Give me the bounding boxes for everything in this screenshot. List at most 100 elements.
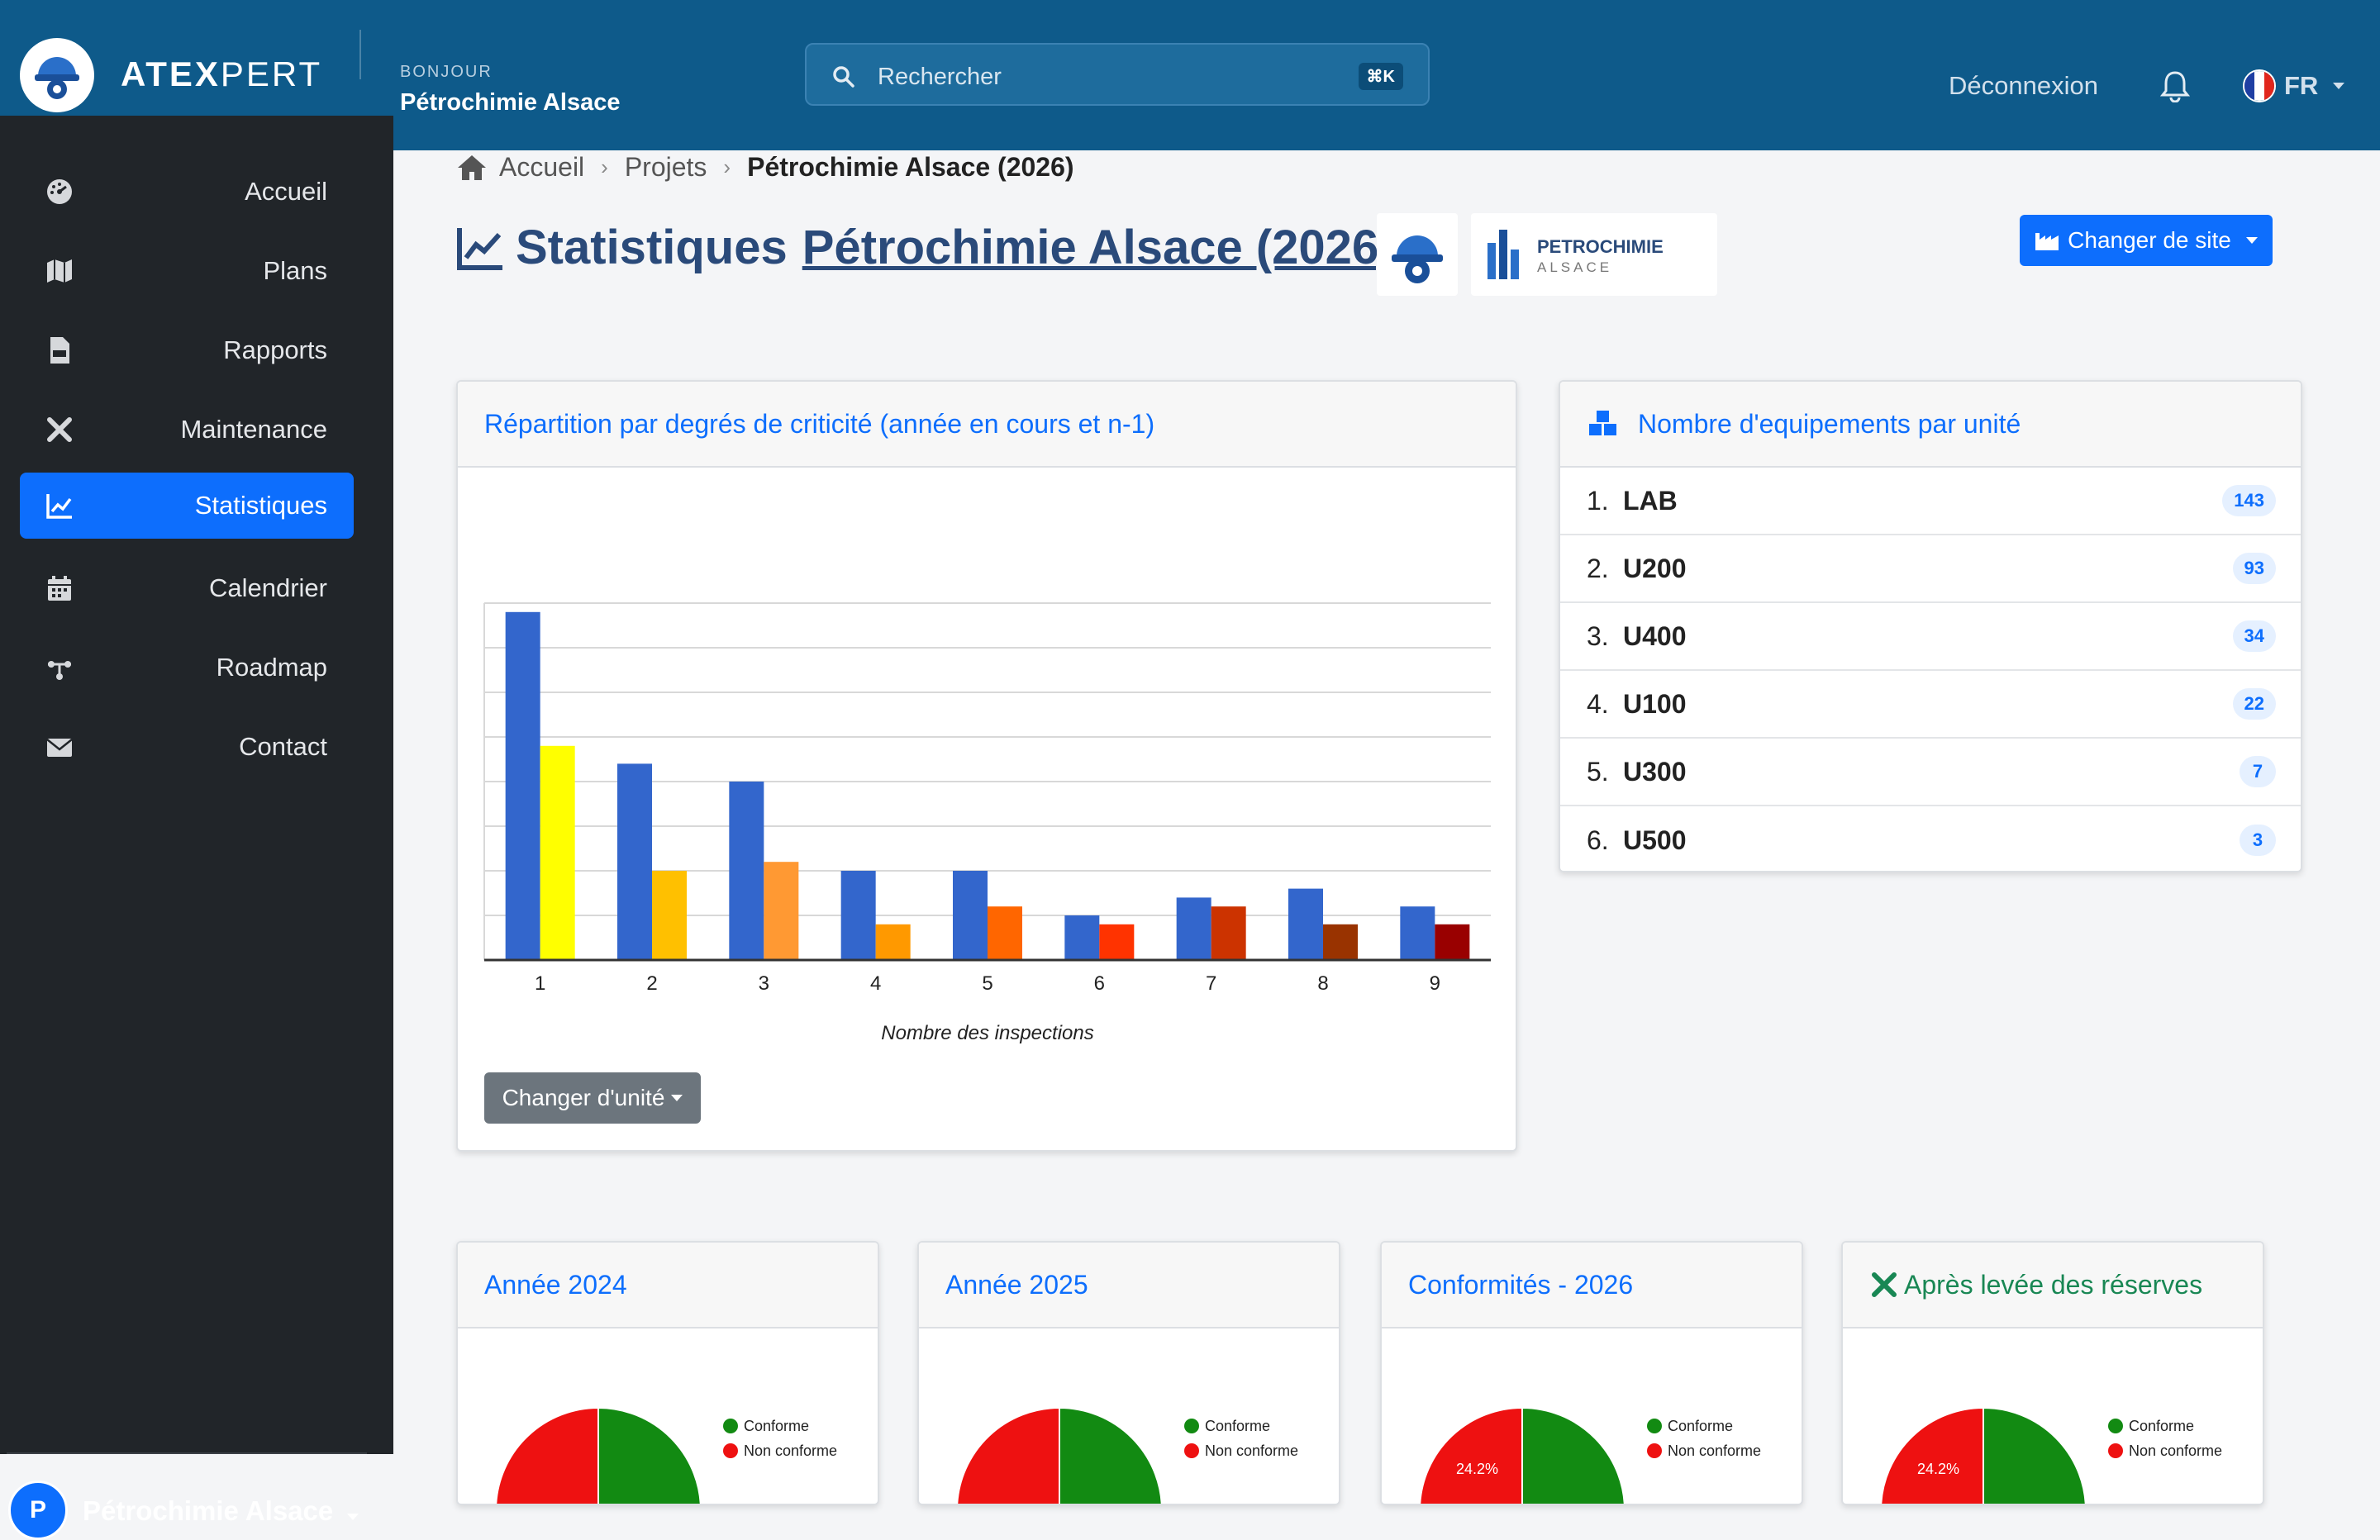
language-selector[interactable]: FR [2243, 69, 2345, 102]
conformity-pie-chart: 24.2% Conforme Non conforme [1419, 1406, 1761, 1504]
user-name: Pétrochimie Alsace [83, 1495, 334, 1526]
bar [1099, 924, 1135, 960]
change-site-button[interactable]: Changer de site [2020, 215, 2273, 266]
list-item[interactable]: 5. U300 7 [1560, 739, 2301, 806]
list-item-unit: U100 [1623, 688, 1687, 719]
helmet-logo-icon [1392, 235, 1443, 283]
pie-slice [1059, 1406, 1163, 1504]
pie-card-title: Conformités - 2026 [1382, 1243, 1802, 1328]
list-item-unit: U400 [1623, 620, 1687, 651]
sidebar-item-rapports[interactable]: Rapports [20, 317, 354, 383]
list-item-unit: U500 [1623, 825, 1687, 855]
list-item[interactable]: 3. U400 34 [1560, 603, 2301, 671]
partner-logo: PETROCHIMIE ALSACE [1471, 213, 1717, 296]
pie-card-title: Année 2024 [458, 1243, 878, 1328]
legend-marker [2108, 1419, 2123, 1433]
bar [505, 611, 540, 960]
list-item-number: 1. [1587, 485, 1609, 516]
home-icon[interactable] [456, 154, 488, 182]
user-menu[interactable]: Pétrochimie Alsace [83, 1495, 359, 1527]
change-unit-button[interactable]: Changer d'unité [484, 1072, 701, 1124]
sidebar-item-contact[interactable]: Contact [20, 714, 354, 780]
search-icon [833, 66, 854, 88]
sidebar-item-label: Maintenance [180, 415, 327, 444]
page-title-text: Statistiques [516, 221, 788, 274]
pie-slice [495, 1406, 599, 1504]
search-input[interactable] [876, 59, 1309, 94]
bar [540, 745, 575, 960]
search-box[interactable]: ⌘K [805, 43, 1430, 106]
slice-label: 24.2% [1917, 1461, 1959, 1477]
x-tick-label: 3 [759, 972, 769, 995]
list-item-number: 5. [1587, 756, 1609, 787]
bar [764, 862, 799, 960]
legend-label: Conforme [2129, 1418, 2194, 1434]
sidebar-item-statistiques[interactable]: Statistiques [20, 473, 354, 539]
count-badge: 7 [2240, 756, 2276, 787]
greeting-label: BONJOUR [400, 63, 493, 81]
sidebar-item-label: Calendrier [208, 573, 327, 602]
count-badge: 143 [2222, 485, 2276, 516]
equipment-list: 1. LAB 143 2. U200 93 3. U400 34 4. U100… [1560, 468, 2301, 871]
sidebar-item-label: Statistiques [194, 491, 327, 520]
bar [729, 782, 764, 960]
logout-link[interactable]: Déconnexion [1949, 71, 2098, 100]
sidebar-item-plans[interactable]: Plans [20, 238, 354, 304]
breadcrumb: Accueil › Projets › Pétrochimie Alsace (… [456, 152, 1074, 183]
envelope-icon [46, 739, 73, 757]
notification-bell-icon[interactable] [2159, 69, 2192, 102]
list-item-unit: U200 [1623, 553, 1687, 583]
user-avatar[interactable]: P [8, 1481, 68, 1540]
sidebar-item-maintenance[interactable]: Maintenance [20, 397, 354, 463]
language-code: FR [2284, 71, 2319, 100]
project-title-link[interactable]: Pétrochimie Alsace (2026) [802, 221, 1395, 274]
bar [652, 871, 687, 960]
pie-slice [597, 1406, 702, 1504]
equipment-card: Nombre d'equipements par unité 1. LAB 14… [1559, 380, 2302, 872]
client-logo [1377, 213, 1458, 296]
legend-label: Non conforme [2129, 1443, 2222, 1459]
list-item[interactable]: 4. U100 22 [1560, 671, 2301, 739]
calendar-icon [48, 576, 71, 601]
breadcrumb-projects[interactable]: Projets [624, 152, 707, 182]
header-divider [359, 30, 361, 79]
map-icon [47, 259, 72, 283]
criticality-bar-chart: 1 2 3 4 5 6 7 8 9 Nombre des inspections [483, 602, 1491, 1044]
atexpert-logo[interactable] [20, 38, 94, 112]
legend-label: Non conforme [1668, 1443, 1761, 1459]
legend-label: Non conforme [744, 1443, 837, 1459]
list-item[interactable]: 6. U500 3 [1560, 806, 2301, 871]
sidebar-item-roadmap[interactable]: Roadmap [20, 635, 354, 701]
pie-card-title: Après levée des réserves [1904, 1269, 2203, 1300]
conformity-pie-chart: Conforme Non conforme [956, 1406, 1298, 1504]
pie-card-2025: Année 2025 Conforme Non conforme [917, 1241, 1340, 1505]
legend-marker [1647, 1443, 1662, 1458]
factory-bars-icon [1488, 230, 1519, 279]
sidebar-divider [7, 1452, 367, 1454]
partner-name: PETROCHIMIE [1537, 236, 1664, 257]
x-tick-label: 9 [1430, 972, 1440, 995]
x-tick-label: 6 [1094, 972, 1105, 995]
list-item[interactable]: 1. LAB 143 [1560, 468, 2301, 535]
sidebar-item-label: Rapports [223, 335, 327, 364]
bar [1176, 897, 1211, 960]
breadcrumb-home[interactable]: Accueil [499, 152, 585, 182]
legend-label: Conforme [1668, 1418, 1733, 1434]
criticality-card-title: Répartition par degrés de criticité (ann… [458, 382, 1516, 468]
pie-card-2024: Année 2024 Conforme Non conforme [456, 1241, 879, 1505]
tools-icon [47, 417, 72, 442]
chevron-down-icon [671, 1095, 683, 1101]
sidebar: Accueil Plans Rapports Maintenance Stati… [0, 116, 393, 1540]
partner-subtitle: ALSACE [1537, 259, 1613, 275]
list-item[interactable]: 2. U200 93 [1560, 535, 2301, 603]
x-tick-label: 1 [535, 972, 545, 995]
count-badge: 22 [2232, 688, 2276, 720]
pie-slice [1419, 1406, 1523, 1504]
pie-slice [956, 1406, 1060, 1504]
sidebar-item-accueil[interactable]: Accueil [20, 159, 354, 225]
sidebar-item-calendrier[interactable]: Calendrier [20, 555, 354, 621]
list-item-unit: U300 [1623, 756, 1687, 787]
chart-line-icon [46, 494, 72, 519]
pie-card-after-reserves: Après levée des réserves 24.2% Conforme No… [1841, 1241, 2264, 1505]
pie-card-2026: Conformités - 2026 24.2% Conforme Non conf… [1380, 1241, 1803, 1505]
